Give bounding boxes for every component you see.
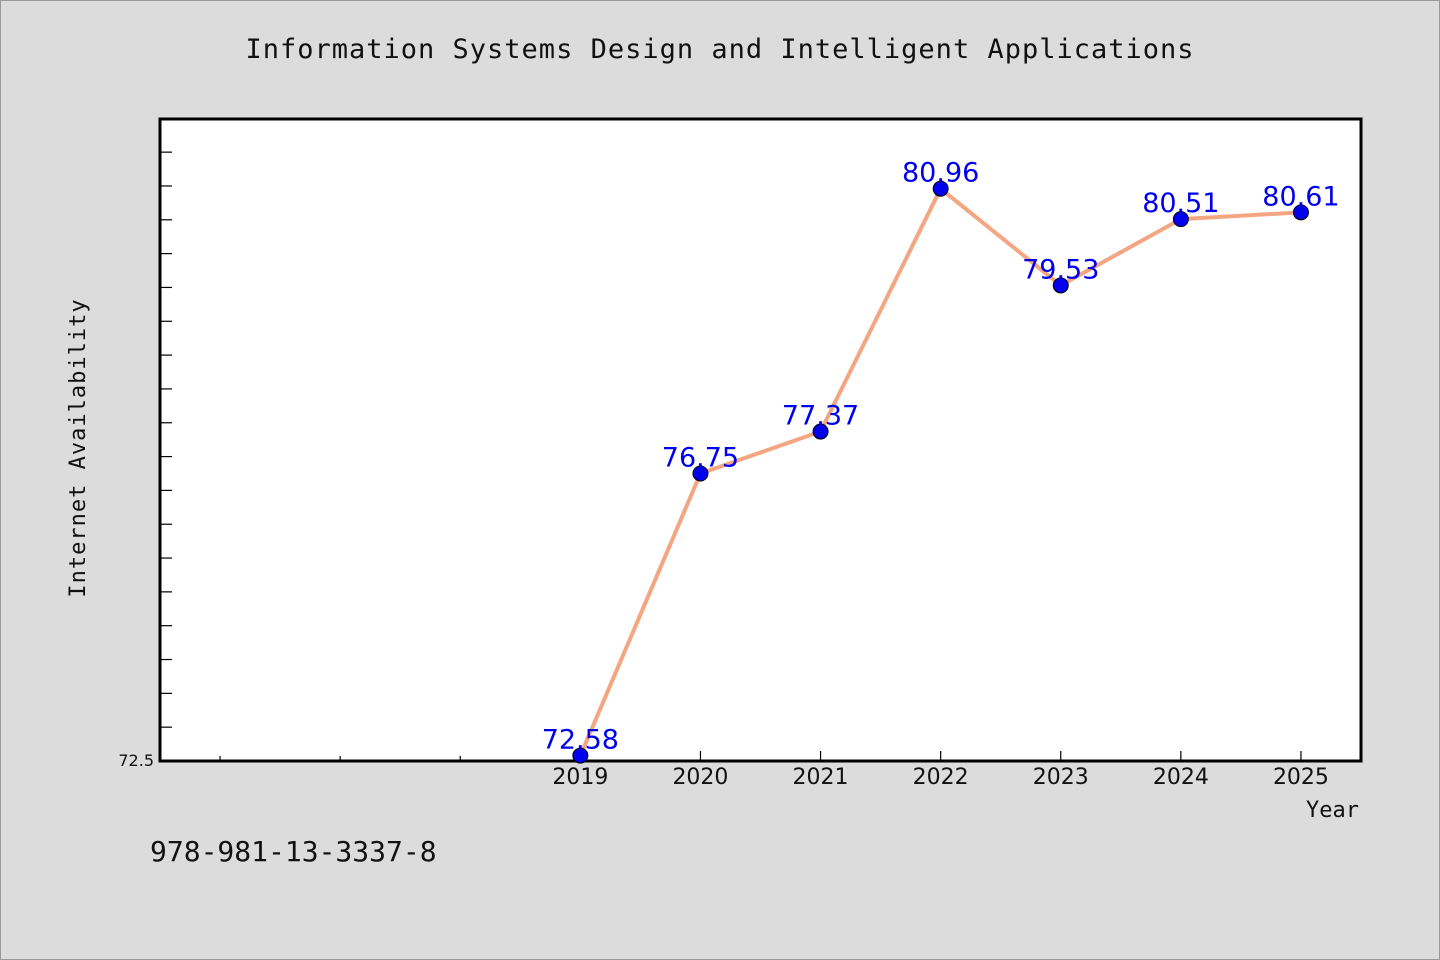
y-axis-ticks: 72.5 <box>118 151 172 770</box>
chart-title: Information Systems Design and Intellige… <box>245 34 1195 65</box>
data-label: 80.51 <box>1142 188 1219 219</box>
data-label: 72.58 <box>542 725 619 756</box>
data-label: 79.53 <box>1022 254 1099 285</box>
data-point <box>932 180 949 197</box>
x-tick-label: 2021 <box>793 765 849 790</box>
data-label: 80.96 <box>902 158 979 189</box>
axis-labels: Year Internet Availability <box>66 298 1359 823</box>
data-label: 76.75 <box>662 442 739 473</box>
isbn-footnote: 978-981-13-3337-8 <box>150 835 437 868</box>
x-axis-ticks: 2019 2020 2021 2022 2023 2024 2025 <box>219 751 1329 790</box>
x-tick-label: 2023 <box>1033 765 1089 790</box>
data-point <box>812 423 829 440</box>
x-tick-label: 2019 <box>552 765 608 790</box>
y-tick-label: 72.5 <box>118 751 154 770</box>
x-tick-label: 2025 <box>1273 765 1329 790</box>
data-point <box>1292 204 1309 221</box>
data-point <box>692 465 709 482</box>
data-label: 80.61 <box>1262 181 1339 212</box>
data-series: 72.58 76.75 77.37 80.96 79.53 80.51 80.61 <box>542 158 1340 764</box>
y-axis-label: Internet Availability <box>66 298 91 597</box>
x-tick-label: 2020 <box>672 765 728 790</box>
data-point <box>572 747 589 764</box>
data-label: 77.37 <box>782 401 859 432</box>
x-tick-label: 2024 <box>1153 765 1209 790</box>
x-tick-label: 2022 <box>913 765 969 790</box>
data-point <box>1172 211 1189 228</box>
plot-area <box>158 117 1363 763</box>
data-point <box>1052 277 1069 294</box>
x-axis-label: Year <box>1306 798 1359 823</box>
